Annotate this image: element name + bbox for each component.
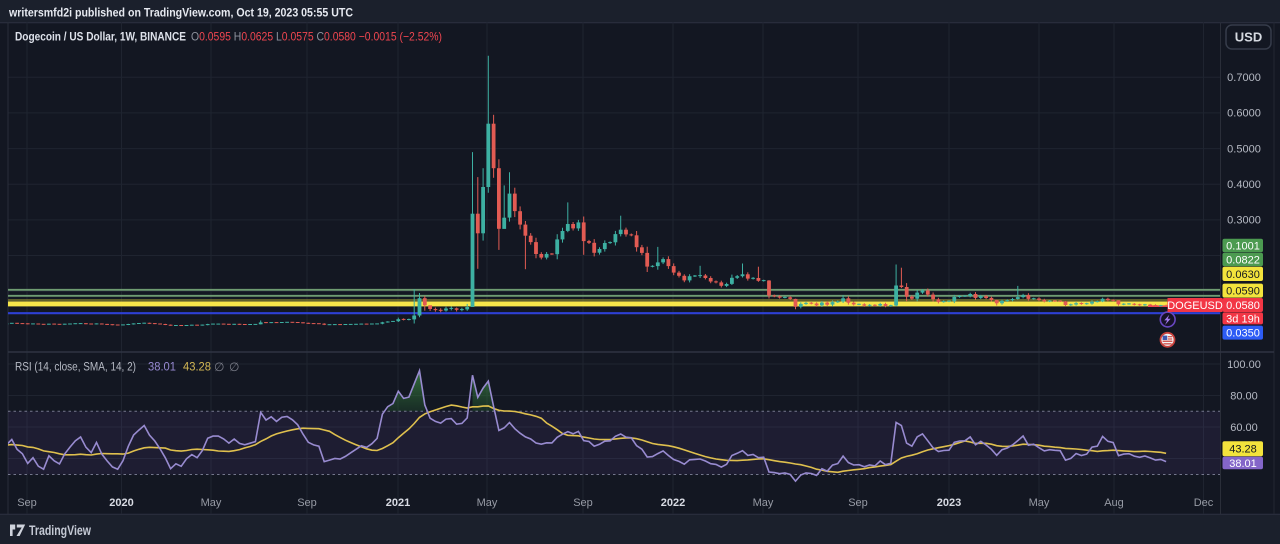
svg-text:writersmfd2i published on Trad: writersmfd2i published on TradingView.co… (8, 6, 353, 20)
svg-text:38.01: 38.01 (1229, 458, 1257, 470)
svg-text:3d 19h: 3d 19h (1226, 313, 1260, 325)
svg-text:Sep: Sep (17, 497, 37, 509)
svg-text:TradingView: TradingView (29, 523, 91, 538)
svg-text:RSI (14, close, SMA, 14, 2): RSI (14, close, SMA, 14, 2) (15, 362, 136, 374)
svg-text:Dogecoin / US Dollar, 1W, BINA: Dogecoin / US Dollar, 1W, BINANCE (15, 30, 186, 44)
svg-text:Sep: Sep (848, 497, 868, 509)
svg-text:0.0822: 0.0822 (1226, 254, 1260, 266)
svg-text:May: May (753, 497, 774, 509)
svg-text:Sep: Sep (573, 497, 593, 509)
svg-text:43.28: 43.28 (1229, 444, 1257, 456)
svg-text:0.0580: 0.0580 (1226, 300, 1260, 312)
svg-text:Aug: Aug (1104, 497, 1124, 509)
svg-text:May: May (1029, 497, 1050, 509)
svg-text:100.00: 100.00 (1227, 359, 1261, 371)
svg-text:80.00: 80.00 (1230, 390, 1258, 402)
svg-text:38.01: 38.01 (148, 362, 176, 374)
svg-text:0.6000: 0.6000 (1227, 108, 1261, 120)
svg-text:0.3000: 0.3000 (1227, 215, 1261, 227)
svg-text:DOGEUSD: DOGEUSD (1167, 300, 1223, 312)
svg-text:Sep: Sep (297, 497, 317, 509)
svg-text:0.5000: 0.5000 (1227, 143, 1261, 155)
svg-text:O0.0595 H0.0625 L0.0575 C0.058: O0.0595 H0.0625 L0.0575 C0.0580 −0.0015 … (191, 30, 442, 44)
svg-text:2022: 2022 (661, 497, 685, 509)
svg-text:∅: ∅ (214, 360, 224, 374)
svg-text:May: May (477, 497, 498, 509)
svg-text:2023: 2023 (937, 497, 961, 509)
svg-text:0.0630: 0.0630 (1226, 269, 1260, 281)
svg-text:0.0590: 0.0590 (1226, 286, 1260, 298)
svg-text:0.0350: 0.0350 (1226, 328, 1260, 340)
svg-text:43.28: 43.28 (183, 362, 211, 374)
svg-text:2021: 2021 (386, 497, 410, 509)
svg-text:60.00: 60.00 (1230, 422, 1258, 434)
svg-text:2020: 2020 (109, 497, 133, 509)
svg-text:∅: ∅ (229, 360, 239, 374)
svg-text:0.7000: 0.7000 (1227, 72, 1261, 84)
svg-text:May: May (201, 497, 222, 509)
svg-text:0.1001: 0.1001 (1226, 240, 1260, 252)
svg-text:USD: USD (1235, 30, 1262, 45)
svg-text:Dec: Dec (1194, 497, 1214, 509)
svg-text:0.4000: 0.4000 (1227, 179, 1261, 191)
